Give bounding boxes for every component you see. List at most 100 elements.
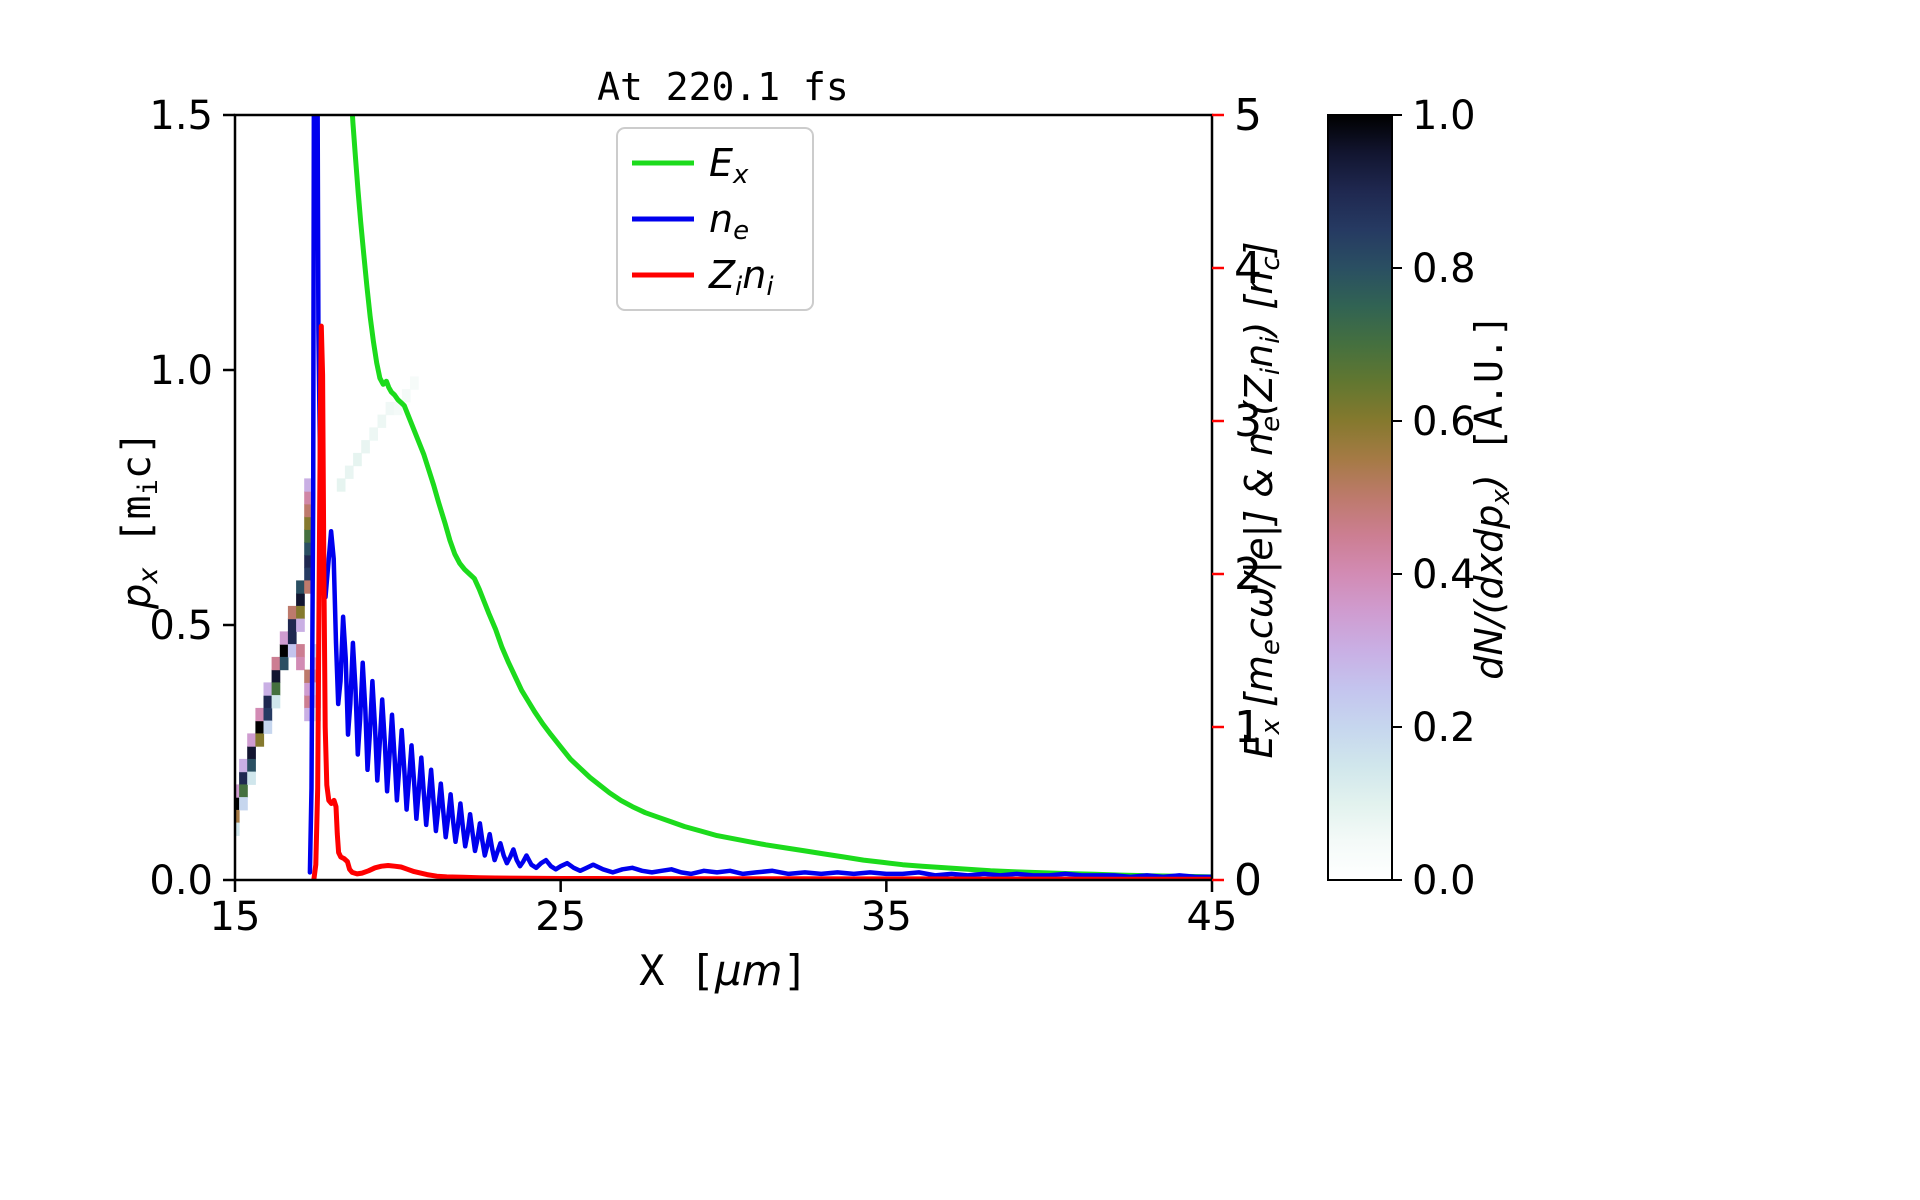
colorbar-tick-label: 0.2: [1412, 705, 1476, 751]
colorbar-tick-label: 0.0: [1412, 858, 1476, 904]
heatmap-cell: [377, 414, 387, 428]
legend-label: Ex: [709, 141, 749, 190]
heatmap-cell: [287, 631, 297, 645]
heatmap-cell: [235, 809, 240, 824]
colorbar: 0.0 0.2 0.4 0.6 0.8 1.0 dN/(dxdpx) [A.U.]: [1327, 93, 1516, 904]
heatmap-cell: [287, 605, 297, 620]
legend-label: ne: [709, 197, 749, 246]
y-left-tick-label: 0.0: [149, 858, 213, 904]
heatmap-cell: [271, 682, 281, 696]
curves-layer: [307, 115, 1212, 880]
heatmap-cell: [247, 758, 256, 773]
heatmap-cell: [247, 771, 256, 785]
y-right-tick-label: 3: [1234, 396, 1262, 447]
plot-title: At 220.1 fs: [597, 65, 849, 109]
heatmap-cell: [271, 669, 281, 683]
heatmap-cell: [344, 465, 354, 479]
series-Ex: [349, 115, 1212, 880]
heatmap-cell: [304, 682, 313, 696]
legend-box: [616, 127, 814, 311]
heatmap-cell: [296, 593, 305, 607]
heatmap-cell: [304, 503, 313, 518]
heatmap-cell: [304, 695, 313, 709]
legend: Ex ne Zini: [616, 127, 814, 311]
heatmap-cell: [393, 401, 403, 416]
heatmap-cell: [263, 682, 273, 696]
heatmap-cell: [255, 707, 265, 722]
colorbar-tick-label: 0.6: [1412, 399, 1476, 445]
legend-label: Zini: [708, 253, 774, 302]
x-tick-label: 15: [210, 894, 261, 940]
heatmap-cell: [369, 427, 378, 441]
heatmap-cell: [263, 707, 273, 722]
colorbar-tick-label: 0.8: [1412, 246, 1476, 292]
heatmap-cell: [255, 733, 265, 747]
colorbar-tick-label: 1.0: [1412, 93, 1476, 139]
colorbar-bar: [1327, 114, 1393, 881]
y-axis-label-right: Ex [mecω/|e|] & ne(Zini) [nc]: [1237, 242, 1286, 759]
heatmap-cell: [287, 618, 297, 632]
heatmap-cell: [304, 478, 313, 492]
heatmap-cell: [296, 580, 305, 594]
heatmap-cell: [247, 746, 256, 760]
heatmap-cell: [410, 376, 419, 390]
heatmap-cell: [304, 542, 313, 556]
heatmap-cell: [271, 656, 281, 671]
y-left-tick-label: 1.0: [149, 348, 213, 394]
heatmap-cell: [296, 605, 305, 620]
svg-text:px [mic]: px [mic]: [114, 431, 164, 610]
heatmap-cell: [239, 758, 248, 773]
heatmap-cell: [296, 644, 305, 658]
heatmap-cell: [247, 733, 256, 747]
x-tick-label: 35: [861, 894, 912, 940]
colorbar-tick-label: 0.4: [1412, 552, 1476, 598]
heatmap-cell: [235, 822, 240, 836]
svg-text:dN/(dxdpx) [A.U.]: dN/(dxdpx) [A.U.]: [1467, 314, 1516, 679]
labels-layer: X [μm] px [mic] Ex [mecω/|e|] & ne(Zini) […: [114, 242, 1286, 995]
heatmap-cell: [385, 401, 395, 416]
heatmap-cell: [304, 707, 313, 722]
heatmap-cell: [361, 440, 370, 454]
heatmap-cell: [279, 656, 289, 671]
heatmap-cell: [401, 389, 411, 403]
heatmap-cell: [304, 567, 313, 581]
heatmap-cell: [304, 669, 313, 683]
heatmap-cell: [296, 656, 305, 671]
colorbar-label: dN/(dxdpx) [A.U.]: [1467, 314, 1516, 679]
heatmap-cell: [239, 797, 248, 811]
y-right-tick-label: 0: [1234, 855, 1262, 906]
heatmap-cell: [287, 644, 297, 658]
heatmap-cell: [279, 631, 289, 645]
x-tick-label: 25: [535, 894, 586, 940]
heatmap-cell: [304, 516, 313, 530]
y-left-tick-label: 1.5: [149, 93, 213, 139]
x-axis-label: X [μm]: [639, 946, 808, 995]
heatmap-cell: [235, 797, 240, 811]
y-right-tick-label: 1: [1234, 702, 1262, 753]
heatmap-cell: [304, 529, 313, 543]
heatmap-cell: [271, 695, 281, 709]
heatmap-cell: [304, 491, 313, 505]
y-right-tick-label: 5: [1234, 90, 1262, 141]
heatmap-cell: [296, 618, 305, 632]
y-left-tick-label: 0.5: [149, 603, 213, 649]
y-right-tick-label: 4: [1234, 243, 1262, 294]
heatmap-cell: [304, 554, 313, 569]
heatmap-cell: [235, 784, 240, 798]
heatmap-cell: [255, 720, 265, 734]
heatmap-cell: [336, 478, 346, 492]
y-axis-label-left: px [mic]: [114, 431, 164, 610]
heatmap-cell: [263, 720, 273, 734]
heatmap-cell: [353, 452, 362, 467]
heatmap-cell: [239, 771, 248, 785]
y-right-tick-label: 2: [1234, 549, 1262, 600]
x-tick-label: 45: [1187, 894, 1238, 940]
svg-text:Ex [mecω/|e|] & ne(Zini) [nc]: Ex [mecω/|e|] & ne(Zini) [nc]: [1237, 242, 1286, 759]
heatmap-cell: [304, 580, 313, 594]
plot-border: [233, 113, 1214, 882]
series-ne: [307, 115, 1212, 880]
heatmap-cell: [263, 695, 273, 709]
